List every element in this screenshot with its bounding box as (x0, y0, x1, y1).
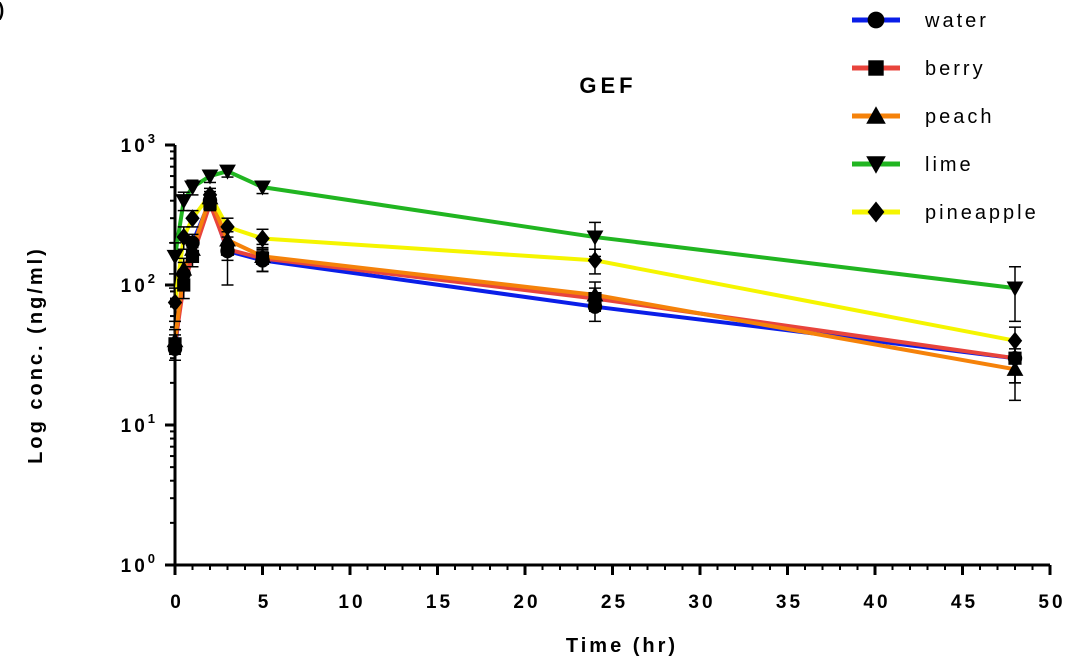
data-point-lime (184, 180, 201, 196)
y-tick-label: 102 (121, 271, 155, 297)
data-point-peach (1006, 360, 1024, 376)
y-tick-label: 101 (121, 411, 155, 437)
data-point-pineapple (255, 229, 270, 248)
x-tick-label: 10 (338, 592, 365, 613)
data-point-pineapple (1007, 331, 1023, 350)
data-point-lime (586, 230, 604, 246)
x-tick-label: 45 (951, 592, 978, 613)
chart-title: GEF (579, 73, 636, 98)
data-point-lime (219, 164, 236, 180)
data-point-pineapple (167, 293, 183, 312)
y-axis-title: Log conc. (ng/ml) (25, 246, 47, 464)
x-tick-label: 20 (513, 592, 540, 613)
data-point-lime (201, 169, 219, 185)
legend-label-lime: lime (925, 154, 974, 176)
legend: water berry peach lime pineapple (852, 10, 1039, 224)
y-tick-label: 103 (121, 131, 155, 157)
legend-label-pineapple: pineapple (925, 202, 1039, 224)
data-point-pineapple (185, 209, 200, 228)
y-tick-label: 100 (121, 551, 155, 577)
data-point-pineapple (587, 251, 603, 270)
x-tick-label: 25 (601, 592, 628, 613)
x-tick-label: 40 (863, 592, 890, 613)
x-tick-label: 35 (776, 592, 803, 613)
data-point-lime (254, 180, 271, 196)
x-tick-label: 5 (258, 592, 272, 613)
data-point-peach (254, 248, 271, 264)
data-point-pineapple (176, 228, 191, 247)
plot-area: 100 101 102 103 0 5 10 15 20 25 30 35 40 45 50 (121, 131, 1065, 613)
legend-marker-berry (868, 60, 884, 76)
legend-marker-peach (866, 106, 886, 124)
legend-label-berry: berry (925, 58, 986, 80)
data-point-lime (175, 194, 193, 210)
data-point-pineapple (202, 185, 218, 204)
panel-label: ) (0, 0, 7, 21)
data-point-peach (586, 286, 604, 302)
data-point-peach (166, 332, 184, 348)
data-point-peach (175, 260, 193, 276)
legend-label-peach: peach (925, 106, 995, 128)
data-point-lime (166, 249, 184, 265)
x-tick-label: 30 (688, 592, 715, 613)
x-tick-label: 0 (170, 592, 184, 613)
x-tick-label: 15 (426, 592, 453, 613)
legend-marker-water (867, 11, 885, 29)
x-tick-label: 50 (1038, 592, 1065, 613)
x-axis-title: Time (hr) (566, 635, 678, 657)
data-point-peach (219, 231, 236, 247)
legend-marker-lime (866, 156, 886, 174)
data-point-peach (184, 240, 201, 256)
legend-label-water: water (924, 10, 989, 32)
data-point-pineapple (220, 217, 235, 236)
data-point-lime (1006, 281, 1024, 297)
legend-marker-pineapple (867, 201, 885, 223)
